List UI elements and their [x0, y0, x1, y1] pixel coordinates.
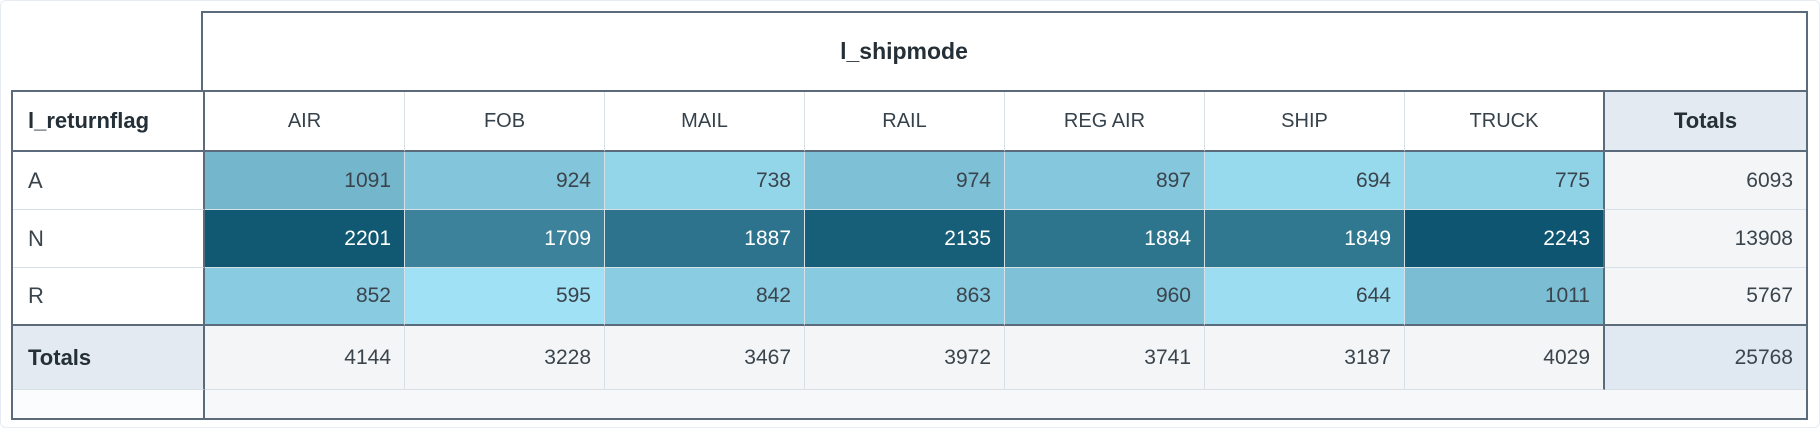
column-total-ship[interactable]: 3187 — [1205, 326, 1405, 390]
cell-a-fob[interactable]: 924 — [405, 152, 605, 210]
footer-spacer-left — [13, 390, 205, 418]
column-group-label: l_shipmode — [840, 38, 968, 64]
cell-a-mail[interactable]: 738 — [605, 152, 805, 210]
pivot-table: l_returnflag AIR FOB MAIL RAIL REG AIR SHIP TRU… — [11, 90, 1808, 420]
cell-n-air[interactable]: 2201 — [205, 210, 405, 268]
cell-a-ship[interactable]: 694 — [1205, 152, 1405, 210]
column-header-totals[interactable]: Totals — [1605, 92, 1806, 152]
column-header-rail[interactable]: RAIL — [805, 92, 1005, 152]
row-label-r[interactable]: R — [13, 268, 205, 326]
column-header-fob[interactable]: FOB — [405, 92, 605, 152]
column-group-header: l_shipmode — [201, 11, 1808, 90]
column-totals-label[interactable]: Totals — [13, 326, 205, 390]
column-total-rail[interactable]: 3972 — [805, 326, 1005, 390]
column-header-truck[interactable]: TRUCK — [1405, 92, 1605, 152]
column-total-truck[interactable]: 4029 — [1405, 326, 1605, 390]
row-total-r[interactable]: 5767 — [1605, 268, 1806, 326]
cell-a-rail[interactable]: 974 — [805, 152, 1005, 210]
cell-r-air[interactable]: 852 — [205, 268, 405, 326]
cell-r-reg-air[interactable]: 960 — [1005, 268, 1205, 326]
cell-r-mail[interactable]: 842 — [605, 268, 805, 326]
cell-a-reg-air[interactable]: 897 — [1005, 152, 1205, 210]
cell-r-rail[interactable]: 863 — [805, 268, 1005, 326]
column-total-reg-air[interactable]: 3741 — [1005, 326, 1205, 390]
column-total-mail[interactable]: 3467 — [605, 326, 805, 390]
grand-total[interactable]: 25768 — [1605, 326, 1806, 390]
cell-r-truck[interactable]: 1011 — [1405, 268, 1605, 326]
footer-spacer-right — [205, 390, 1806, 418]
cell-n-fob[interactable]: 1709 — [405, 210, 605, 268]
cell-a-air[interactable]: 1091 — [205, 152, 405, 210]
cell-n-mail[interactable]: 1887 — [605, 210, 805, 268]
cell-r-fob[interactable]: 595 — [405, 268, 605, 326]
row-dimension-header[interactable]: l_returnflag — [13, 92, 205, 152]
row-label-n[interactable]: N — [13, 210, 205, 268]
column-header-ship[interactable]: SHIP — [1205, 92, 1405, 152]
cell-n-reg-air[interactable]: 1884 — [1005, 210, 1205, 268]
row-total-a[interactable]: 6093 — [1605, 152, 1806, 210]
cell-n-ship[interactable]: 1849 — [1205, 210, 1405, 268]
pivot-grid: l_returnflag AIR FOB MAIL RAIL REG AIR SHIP TRU… — [13, 92, 1806, 418]
column-header-air[interactable]: AIR — [205, 92, 405, 152]
cell-r-ship[interactable]: 644 — [1205, 268, 1405, 326]
row-total-n[interactable]: 13908 — [1605, 210, 1806, 268]
row-label-a[interactable]: A — [13, 152, 205, 210]
cell-n-rail[interactable]: 2135 — [805, 210, 1005, 268]
cell-a-truck[interactable]: 775 — [1405, 152, 1605, 210]
column-total-air[interactable]: 4144 — [205, 326, 405, 390]
cell-n-truck[interactable]: 2243 — [1405, 210, 1605, 268]
column-total-fob[interactable]: 3228 — [405, 326, 605, 390]
column-header-reg-air[interactable]: REG AIR — [1005, 92, 1205, 152]
column-header-mail[interactable]: MAIL — [605, 92, 805, 152]
